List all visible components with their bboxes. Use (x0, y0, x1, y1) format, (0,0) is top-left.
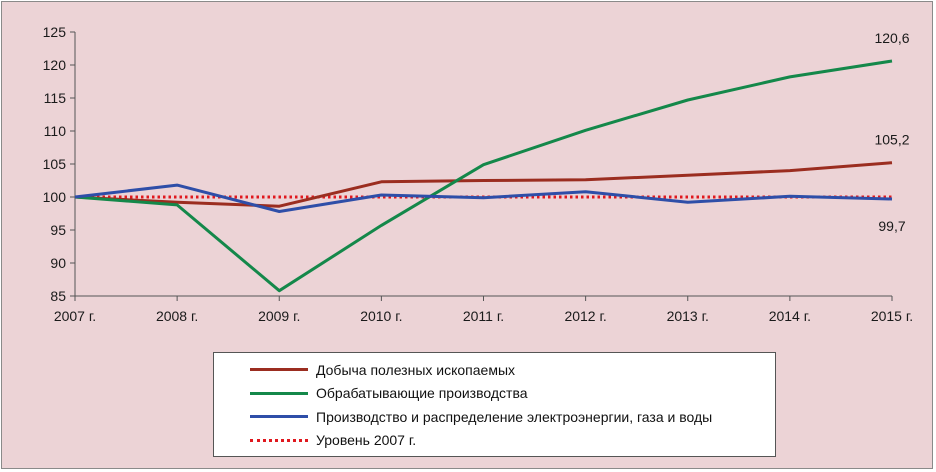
y-tick-label: 120 (43, 57, 67, 73)
data-label: 105,2 (874, 132, 909, 148)
data-label: 120,6 (874, 30, 909, 46)
legend-label-baseline: Уровень 2007 г. (316, 432, 417, 449)
x-tick-label: 2007 г. (54, 308, 96, 324)
legend-item-utilities: Производство и распределение электроэнер… (214, 405, 775, 429)
y-tick-label: 110 (44, 123, 67, 139)
legend-swatch-mining (250, 368, 308, 372)
legend-item-baseline: Уровень 2007 г. (214, 429, 775, 453)
x-tick-label: 2015 г. (871, 308, 913, 324)
y-tick-label: 105 (43, 156, 67, 172)
x-tick-label: 2011 г. (463, 308, 504, 324)
y-tick-label: 125 (43, 24, 67, 40)
y-tick-label: 95 (50, 222, 66, 238)
legend-item-manufacturing: Обрабатывающие производства (214, 382, 775, 406)
y-tick-label: 85 (50, 288, 66, 304)
series-line-mining (74, 161, 893, 208)
data-label: 99,7 (878, 218, 905, 234)
legend-label-mining: Добыча полезных ископаемых (316, 361, 516, 378)
legend-label-utilities: Производство и распределение электроэнер… (316, 408, 713, 425)
legend-swatch-baseline (250, 438, 308, 442)
legend-swatch-utilities (250, 415, 308, 419)
y-tick-label: 90 (50, 255, 66, 271)
legend-label-manufacturing: Обрабатывающие производства (316, 385, 528, 402)
x-tick-label: 2013 г. (667, 308, 709, 324)
x-tick-label: 2012 г. (564, 308, 606, 324)
legend-swatch-manufacturing (250, 391, 308, 395)
x-tick-label: 2008 г. (156, 308, 198, 324)
legend-item-mining: Добыча полезных ископаемых (214, 358, 775, 382)
y-tick-label: 115 (44, 90, 67, 106)
series-line-utilities (74, 183, 893, 213)
y-tick-label: 100 (43, 189, 67, 205)
x-tick-label: 2009 г. (258, 308, 300, 324)
x-tick-label: 2010 г. (360, 308, 402, 324)
chart-legend: Добыча полезных ископаемых Обрабатывающи… (213, 352, 776, 457)
x-tick-label: 2014 г. (769, 308, 811, 324)
series-line-manufacturing (74, 59, 893, 293)
